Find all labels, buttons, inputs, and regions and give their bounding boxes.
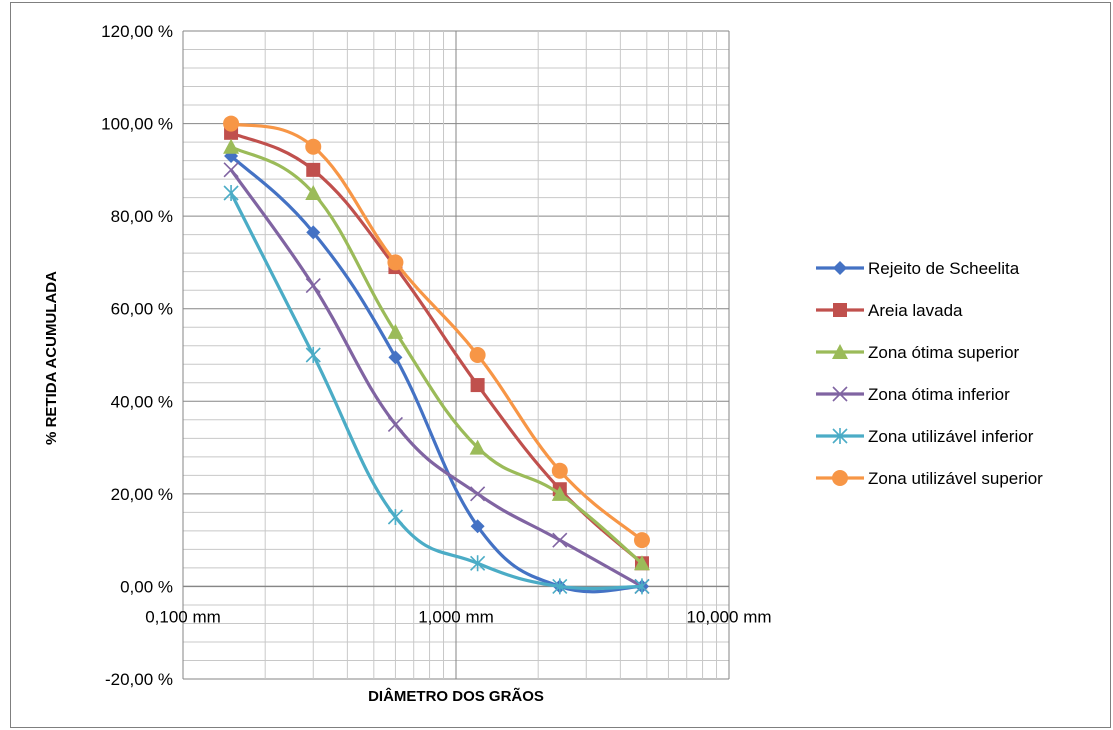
y-tick-label: 0,00 % bbox=[120, 577, 173, 596]
legend-item: Zona utilizável inferior bbox=[816, 427, 1034, 446]
grid-layer bbox=[182, 30, 730, 680]
data-point bbox=[832, 428, 848, 444]
x-axis-label: DIÂMETRO DOS GRÃOS bbox=[368, 687, 544, 705]
legend-item: Zona ótima inferior bbox=[816, 385, 1010, 404]
data-point bbox=[223, 138, 240, 154]
data-point bbox=[387, 509, 404, 525]
series-zona-utiliz-vel-inferior bbox=[223, 185, 650, 595]
y-tick-label: 60,00 % bbox=[111, 300, 173, 319]
data-point bbox=[470, 378, 485, 393]
data-point bbox=[833, 303, 847, 317]
legend-item: Rejeito de Scheelita bbox=[816, 259, 1020, 278]
legend-item: Areia lavada bbox=[816, 301, 963, 320]
x-tick-label: 0,100 mm bbox=[145, 607, 221, 626]
data-point bbox=[387, 254, 404, 271]
series-zona-utiliz-vel-superior bbox=[223, 115, 650, 549]
data-point bbox=[634, 578, 650, 595]
legend-label: Areia lavada bbox=[868, 301, 963, 320]
y-tick-label: 80,00 % bbox=[111, 207, 173, 226]
y-axis-label: % RETIDA ACUMULADA bbox=[43, 271, 60, 445]
x-tick-label: 1,000 mm bbox=[418, 607, 494, 626]
legend-item: Zona ótima superior bbox=[816, 343, 1020, 362]
series-line bbox=[229, 168, 643, 588]
legend-label: Zona ótima superior bbox=[868, 343, 1020, 362]
data-point bbox=[306, 162, 321, 177]
series-zona-tima-superior bbox=[223, 138, 650, 571]
data-point bbox=[387, 416, 404, 432]
data-point bbox=[551, 462, 568, 479]
data-point bbox=[388, 350, 403, 365]
data-point bbox=[469, 347, 486, 363]
data-point bbox=[387, 323, 404, 339]
data-point bbox=[832, 470, 848, 486]
legend-label: Rejeito de Scheelita bbox=[868, 259, 1020, 278]
series-line bbox=[229, 154, 643, 594]
data-point bbox=[552, 532, 568, 548]
series-line bbox=[230, 122, 644, 542]
legend-label: Zona utilizável inferior bbox=[868, 427, 1034, 446]
y-tick-label: -20,00 % bbox=[105, 670, 173, 689]
series-areia-lavada bbox=[224, 125, 649, 571]
y-tick-labels: -20,00 % 0,00 % 20,00 % 40,00 % 60,00 % 80,00… bbox=[101, 22, 173, 689]
data-point bbox=[223, 115, 240, 132]
data-point bbox=[305, 278, 321, 294]
data-point bbox=[305, 347, 321, 363]
data-point bbox=[470, 555, 486, 572]
x-tick-label: 10,000 mm bbox=[686, 607, 771, 626]
data-point bbox=[832, 344, 848, 359]
legend-label: Zona utilizável superior bbox=[868, 469, 1043, 488]
x-tick-labels: 0,100 mm 1,000 mm 10,000 mm bbox=[145, 607, 771, 626]
data-point bbox=[306, 225, 321, 240]
data-point bbox=[223, 162, 239, 178]
data-point bbox=[832, 386, 848, 402]
y-tick-label: 100,00 % bbox=[101, 115, 173, 134]
grading-curve-chart: -20,00 % 0,00 % 20,00 % 40,00 % 60,00 % 80,00… bbox=[43, 22, 1043, 705]
data-point bbox=[305, 138, 322, 155]
y-tick-label: 120,00 % bbox=[101, 22, 173, 41]
data-point bbox=[633, 555, 650, 571]
y-tick-label: 20,00 % bbox=[111, 485, 173, 504]
data-point bbox=[551, 485, 568, 501]
data-point bbox=[633, 532, 650, 549]
data-point bbox=[469, 439, 486, 455]
data-point bbox=[305, 185, 322, 200]
data-point bbox=[552, 578, 568, 595]
legend-label: Zona ótima inferior bbox=[868, 385, 1010, 404]
series-layer bbox=[223, 115, 650, 595]
series-zona-tima-inferior bbox=[223, 162, 650, 594]
legend-item: Zona utilizável superior bbox=[816, 469, 1043, 488]
data-point bbox=[833, 261, 847, 275]
y-tick-label: 40,00 % bbox=[111, 392, 173, 411]
legend: Rejeito de Scheelita Areia lavada Zona óti… bbox=[816, 259, 1043, 488]
data-point bbox=[470, 486, 486, 502]
data-point bbox=[470, 519, 485, 534]
data-point bbox=[223, 185, 239, 201]
series-rejeito-de-scheelita bbox=[224, 148, 649, 594]
chart-frame: -20,00 % 0,00 % 20,00 % 40,00 % 60,00 % 80,00… bbox=[10, 2, 1111, 728]
